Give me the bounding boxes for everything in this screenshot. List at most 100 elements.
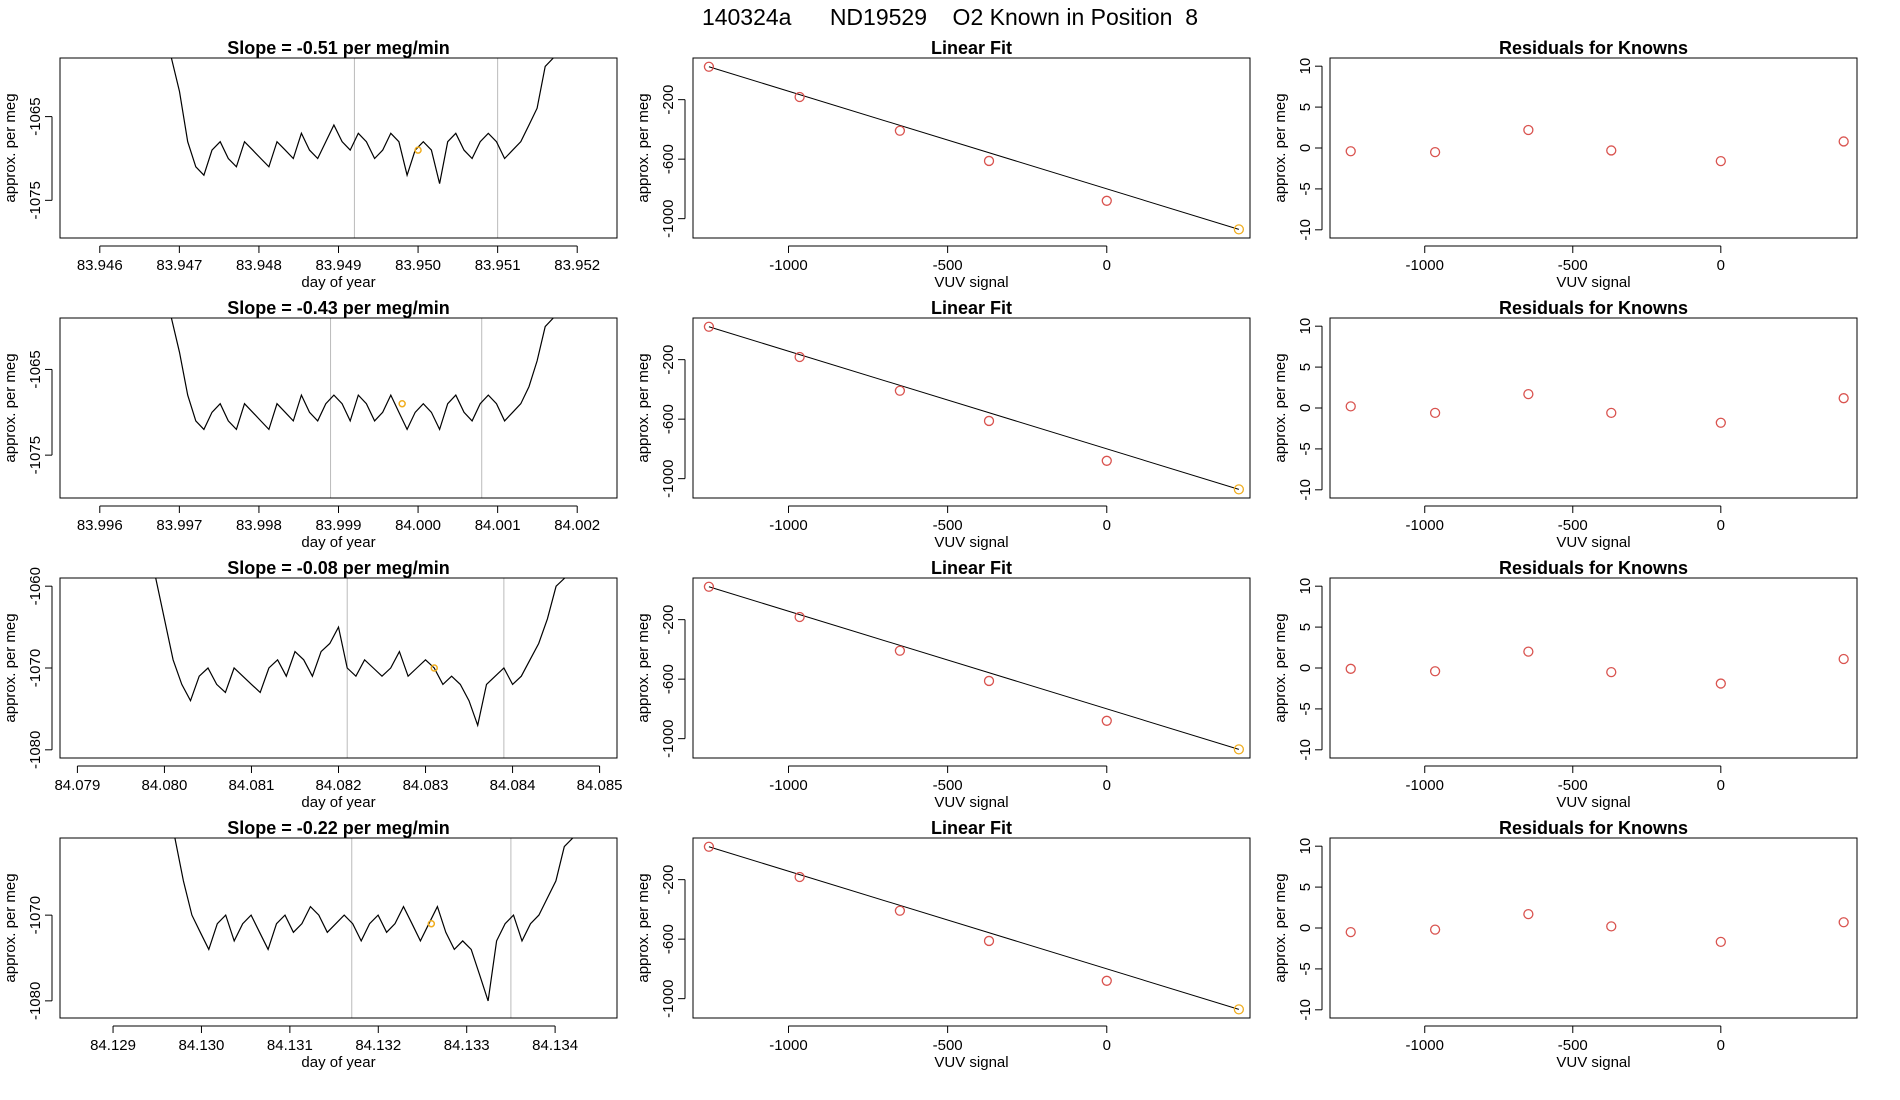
timeseries-3-y-tick-label-0: -1070 [27,896,44,934]
residuals-1-point-4 [1715,417,1726,428]
residuals-0-y-tick-label-0: 10 [1297,58,1314,75]
residuals-3-x-tick-label-0: -1000 [1406,1037,1444,1054]
fit-1-point-3 [983,415,995,427]
residuals-3-point-4 [1715,936,1726,948]
timeseries-3-y-axis-label: approx. per meg [2,873,19,982]
residuals-3-point-3 [1606,921,1617,932]
residuals-2-x-tick-label-2: 0 [1717,777,1725,794]
fit-1-x-tick-label-2: 0 [1103,517,1111,534]
residuals-2-y-tick-label-0: 10 [1297,578,1314,595]
fit-2-x-tick-label-2: 0 [1103,777,1111,794]
timeseries-3-x-axis-label: day of year [301,1054,375,1071]
fit-3-point-2 [894,905,906,916]
fit-3-point-0 [703,841,715,852]
fit-2-title: Linear Fit [931,558,1012,578]
residuals-2-y-axis-label: approx. per meg [1272,613,1289,722]
timeseries-2-x-tick-label-4: 84.083 [403,777,449,794]
fit-1-x-tick-label-0: -1000 [769,517,807,534]
fit-2-y-tick-label-0: -200 [660,605,677,635]
residuals-1-title: Residuals for Knowns [1499,298,1688,318]
residuals-0-title: Residuals for Knowns [1499,38,1688,58]
fit-1-x-axis-label: VUV signal [934,534,1008,551]
timeseries-2-frame [59,577,618,759]
timeseries-1-x-tick-label-0: 83.996 [77,517,123,534]
fit-2-point-5 [1233,744,1245,755]
residuals-3-point-2 [1523,908,1534,920]
timeseries-1-y-tick-label-0: -1065 [27,350,44,388]
residuals-2-point-5 [1838,653,1849,665]
residuals-0-x-axis-label: VUV signal [1556,274,1630,291]
timeseries-3-x-tick-label-3: 84.132 [355,1037,401,1054]
fit-2-x-tick-label-1: -500 [933,777,963,794]
fit-3-frame [692,837,1251,1019]
timeseries-1-x-tick-label-1: 83.997 [156,517,202,534]
timeseries-2-y-tick-label-1: -1070 [27,649,44,687]
fit-0-y-tick-label-1: -600 [660,144,677,174]
fit-3-y-tick-label-2: -1000 [660,979,677,1017]
residuals-3-y-tick-label-0: 10 [1297,838,1314,855]
fit-2-x-axis-label: VUV signal [934,794,1008,811]
timeseries-0-x-tick-label-6: 83.952 [554,257,600,274]
fit-3-point-1 [794,871,805,883]
fit-1-y-tick-label-2: -1000 [660,459,677,497]
fit-2-point-0 [703,581,715,592]
residuals-3-y-tick-label-1: 5 [1297,883,1314,891]
timeseries-1-x-axis-label: day of year [301,534,375,551]
residuals-1-point-2 [1523,388,1534,400]
timeseries-1-x-tick-label-3: 83.999 [316,517,362,534]
fit-3-title: Linear Fit [931,818,1012,838]
fit-2-y-tick-label-1: -600 [660,664,677,694]
fit-0-fit-line [708,66,1240,230]
fit-3-y-axis-label: approx. per meg [635,873,652,982]
timeseries-2-y-tick-label-0: -1060 [27,567,44,605]
residuals-2-point-0 [1345,663,1356,674]
fit-2-y-tick-label-2: -1000 [660,719,677,757]
timeseries-0-frame [59,57,618,239]
timeseries-3-x-tick-label-1: 84.130 [179,1037,225,1054]
residuals-0-y-tick-label-3: -5 [1297,182,1314,195]
timeseries-1-y-axis-label: approx. per meg [2,353,19,462]
timeseries-3-y-tick-label-1: -1080 [27,982,44,1020]
fit-0-point-4 [1101,195,1112,206]
residuals-3-y-axis-label: approx. per meg [1272,873,1289,982]
residuals-3-y-tick-label-3: -5 [1297,962,1314,975]
timeseries-3-x-tick-label-2: 84.131 [267,1037,313,1054]
residuals-2-point-2 [1523,646,1534,657]
residuals-0-y-axis-label: approx. per meg [1272,93,1289,202]
fit-0-x-tick-label-0: -1000 [769,257,807,274]
timeseries-0-x-tick-label-5: 83.951 [475,257,521,274]
residuals-1-y-tick-label-4: -10 [1297,479,1314,501]
fit-3-point-4 [1101,975,1112,986]
residuals-2-point-4 [1715,678,1726,689]
timeseries-0-y-tick-label-0: -1065 [27,97,44,135]
timeseries-1-y-tick-label-1: -1075 [27,436,44,474]
residuals-0-point-1 [1429,146,1441,158]
residuals-1-x-tick-label-2: 0 [1717,517,1725,534]
timeseries-0-title: Slope = -0.51 per meg/min [227,38,450,58]
residuals-0-y-tick-label-1: 5 [1297,103,1314,111]
residuals-0-x-tick-label-0: -1000 [1406,257,1444,274]
residuals-3-y-tick-label-4: -10 [1297,999,1314,1021]
timeseries-2-y-axis-label: approx. per meg [2,613,19,722]
residuals-1-y-tick-label-0: 10 [1297,318,1314,335]
residuals-2-frame [1329,577,1858,759]
timeseries-1-frame [59,317,618,499]
timeseries-2-x-tick-label-3: 84.082 [316,777,362,794]
timeseries-0-trace [170,58,554,184]
timeseries-0-x-tick-label-2: 83.948 [236,257,282,274]
fit-3-x-tick-label-2: 0 [1103,1037,1111,1054]
fit-2-point-3 [983,675,995,687]
residuals-2-y-tick-label-2: 0 [1297,664,1314,672]
fit-0-x-tick-label-2: 0 [1103,257,1111,274]
timeseries-2-x-tick-label-2: 84.081 [229,777,275,794]
fit-0-y-axis-label: approx. per meg [635,93,652,202]
residuals-1-y-tick-label-1: 5 [1297,363,1314,371]
residuals-3-x-tick-label-1: -500 [1558,1037,1588,1054]
fit-0-x-axis-label: VUV signal [934,274,1008,291]
residuals-0-x-tick-label-1: -500 [1558,257,1588,274]
residuals-1-point-3 [1606,407,1617,419]
fit-0-y-tick-label-0: -200 [660,85,677,115]
timeseries-1-x-tick-label-2: 83.998 [236,517,282,534]
fit-0-point-2 [894,125,906,136]
